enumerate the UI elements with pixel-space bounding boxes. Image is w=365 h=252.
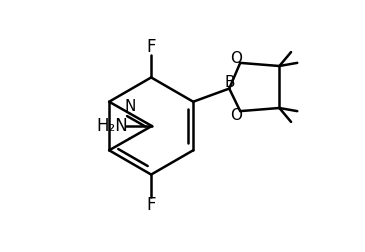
Text: O: O [230, 51, 242, 66]
Text: F: F [146, 196, 156, 214]
Text: N: N [124, 99, 135, 114]
Text: O: O [230, 108, 242, 123]
Text: B: B [224, 75, 235, 90]
Text: F: F [146, 38, 156, 56]
Text: H₂N: H₂N [96, 117, 128, 135]
